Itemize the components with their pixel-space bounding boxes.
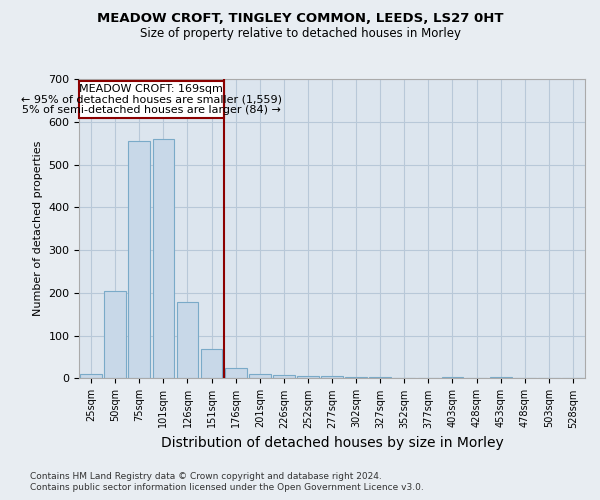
Bar	[225, 368, 247, 378]
Bar	[370, 377, 391, 378]
Bar	[345, 377, 367, 378]
Bar	[297, 376, 319, 378]
Bar	[321, 376, 343, 378]
Text: Contains public sector information licensed under the Open Government Licence v3: Contains public sector information licen…	[30, 483, 424, 492]
Bar	[249, 374, 271, 378]
Text: ← 95% of detached houses are smaller (1,559): ← 95% of detached houses are smaller (1,…	[21, 94, 282, 104]
Text: Size of property relative to detached houses in Morley: Size of property relative to detached ho…	[139, 28, 461, 40]
Bar	[128, 141, 150, 378]
Bar	[104, 291, 126, 378]
Bar	[273, 376, 295, 378]
Bar	[152, 139, 174, 378]
Bar	[79, 81, 224, 118]
Bar	[201, 348, 223, 378]
Y-axis label: Number of detached properties: Number of detached properties	[32, 141, 43, 316]
Bar	[80, 374, 102, 378]
Bar	[442, 377, 463, 378]
Text: Contains HM Land Registry data © Crown copyright and database right 2024.: Contains HM Land Registry data © Crown c…	[30, 472, 382, 481]
Text: 5% of semi-detached houses are larger (84) →: 5% of semi-detached houses are larger (8…	[22, 105, 281, 115]
Bar	[176, 302, 199, 378]
Text: MEADOW CROFT, TINGLEY COMMON, LEEDS, LS27 0HT: MEADOW CROFT, TINGLEY COMMON, LEEDS, LS2…	[97, 12, 503, 26]
Bar	[490, 376, 512, 378]
Text: MEADOW CROFT: 169sqm: MEADOW CROFT: 169sqm	[79, 84, 223, 94]
X-axis label: Distribution of detached houses by size in Morley: Distribution of detached houses by size …	[161, 436, 503, 450]
